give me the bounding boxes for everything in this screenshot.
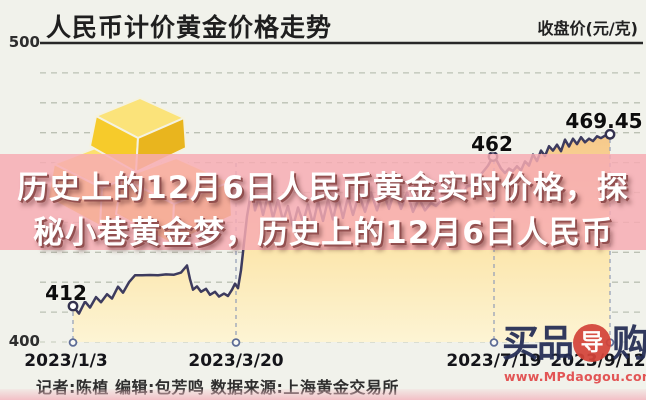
point-label-462: 462 <box>471 132 513 156</box>
headline-line-1: 历史上的12月6日人民币黄金实时价格，探 <box>17 170 629 206</box>
y-axis-unit-label: 收盘价(元/克) <box>537 19 638 38</box>
headline-overlay-band <box>0 154 646 250</box>
site-watermark-url: www.MPdaogou.com <box>504 369 646 384</box>
point-label-412: 412 <box>45 281 87 305</box>
chart-title: 人民币计价黄金价格走势 <box>46 13 333 42</box>
x-tick-label-2: 2023/7/19 <box>446 351 542 371</box>
headline-line-2: 秘小巷黄金梦，历史上的12月6日人民币 <box>33 215 613 251</box>
site-logo: 买品 导 购 <box>502 324 646 362</box>
x-tick-label-0: 2023/1/3 <box>24 351 108 371</box>
logo-circle-icon: 导 <box>573 324 611 362</box>
y-axis-label-500: 500 <box>8 33 40 51</box>
x-tick-label-1: 2023/3/20 <box>188 351 284 371</box>
y-axis-label-400: 400 <box>8 332 40 350</box>
bottom-pink-strip <box>0 389 646 400</box>
logo-text-right: 购 <box>612 321 646 365</box>
point-label-469.45: 469.45 <box>565 109 643 133</box>
logo-text-left: 买品 <box>502 321 574 365</box>
